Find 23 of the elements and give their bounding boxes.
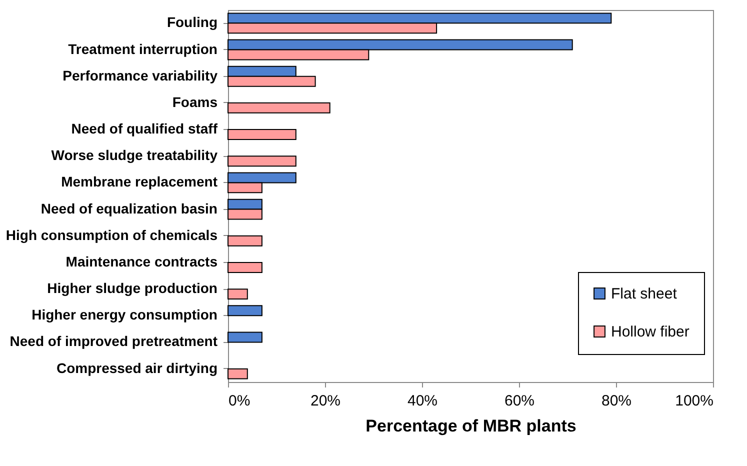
y-tick-label: Need of equalization basin	[40, 200, 218, 216]
y-tick-label: Higher sludge production	[47, 280, 218, 296]
y-tick-label: Fouling	[166, 14, 218, 30]
y-tick-label: Worse sludge treatability	[51, 147, 218, 164]
y-tick-label: High consumption of chemicals	[6, 226, 218, 243]
y-tick-label: Maintenance contracts	[66, 253, 218, 270]
legend-label: Flat sheet	[611, 286, 678, 302]
x-tick-label: 0%	[228, 392, 250, 410]
y-tick-label: Treatment interruption	[68, 40, 218, 57]
x-tick-label: 20%	[310, 392, 341, 410]
legend-label: Hollow fiber	[611, 324, 690, 340]
x-tick-label: 40%	[407, 392, 438, 410]
x-axis-title: Percentage of MBR plants	[366, 416, 576, 436]
x-tick-label: 100%	[675, 392, 714, 410]
y-tick-label: Need of qualified staff	[71, 120, 218, 137]
y-tick-label: Compressed air dirtying	[56, 360, 218, 376]
x-tick-label: 80%	[601, 392, 632, 410]
y-tick-label: Foams	[172, 94, 218, 110]
y-tick-label: Need of improved pretreatment	[10, 333, 218, 350]
y-tick-label: Performance variability	[62, 67, 218, 84]
x-tick-label: 60%	[504, 392, 535, 410]
y-tick-label: Membrane replacement	[61, 174, 218, 190]
y-tick-label: Higher energy consumption	[32, 306, 218, 323]
